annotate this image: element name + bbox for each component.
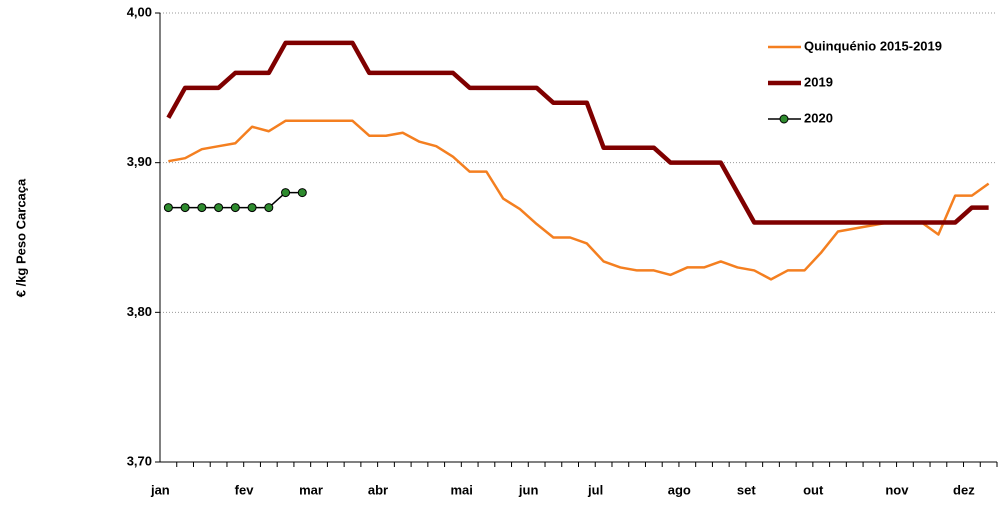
point-marker	[247, 203, 257, 213]
point-marker	[264, 203, 274, 213]
y-tick-label: 3,80	[127, 304, 152, 319]
series-line	[168, 119, 990, 281]
x-tick-label: nov	[885, 482, 909, 497]
legend-label: 2019	[804, 74, 833, 89]
x-tick-label: jan	[150, 482, 170, 497]
x-tick-label: ago	[668, 482, 691, 497]
x-tick-label: out	[803, 482, 824, 497]
y-tick-label: 3,90	[127, 154, 152, 169]
x-tick-label: mar	[299, 482, 323, 497]
point-marker	[180, 203, 190, 213]
point-marker	[281, 188, 291, 198]
x-tick-label: set	[737, 482, 756, 497]
legend-marker	[779, 114, 789, 124]
point-marker	[163, 203, 173, 213]
point-marker	[297, 188, 307, 198]
point-marker	[230, 203, 240, 213]
y-tick-label: 4,00	[127, 4, 152, 19]
y-axis-label: € /kg Peso Carcaça	[13, 178, 28, 297]
point-marker	[197, 203, 207, 213]
x-tick-label: abr	[368, 482, 388, 497]
x-tick-label: jun	[518, 482, 539, 497]
series-line	[166, 40, 989, 225]
y-tick-label: 3,70	[127, 453, 152, 468]
x-tick-label: mai	[450, 482, 472, 497]
x-tick-label: fev	[235, 482, 255, 497]
legend-label: 2020	[804, 110, 833, 125]
x-tick-label: dez	[953, 482, 975, 497]
point-marker	[214, 203, 224, 213]
legend-label: Quinquénio 2015-2019	[804, 38, 942, 53]
x-tick-label: jul	[587, 482, 603, 497]
